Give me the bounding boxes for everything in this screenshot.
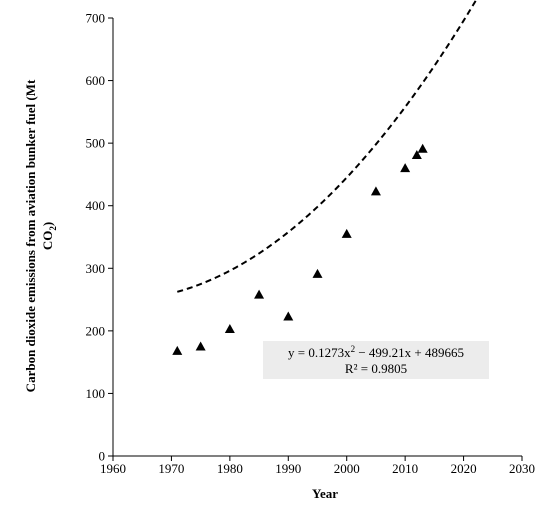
equation-background <box>263 341 489 379</box>
x-tick-label: 1990 <box>275 461 301 476</box>
y-axis-title: Carbon dioxide emissions from aviation b… <box>23 79 58 392</box>
data-point <box>224 323 235 333</box>
y-tick-label: 500 <box>86 136 106 151</box>
y-axis-ticks: 0 100 200 300 400 500 600 700 <box>86 11 113 464</box>
data-point <box>312 268 323 278</box>
data-point <box>283 311 294 321</box>
y-tick-label: 200 <box>86 323 106 338</box>
axes <box>112 18 522 457</box>
x-axis-title: Year <box>312 486 338 501</box>
data-point <box>411 150 422 160</box>
x-tick-label: 1960 <box>100 461 126 476</box>
trendline-equation: y = 0.1273x2 − 499.21x + 489665 <box>288 344 464 360</box>
data-point <box>400 163 411 173</box>
data-point <box>254 289 265 299</box>
data-point <box>341 228 352 238</box>
x-axis-ticks: 1960 1970 1980 1990 2000 2010 2020 2030 <box>100 456 535 476</box>
data-point <box>417 143 428 153</box>
trendline <box>176 0 478 293</box>
x-tick-label: 2030 <box>509 461 535 476</box>
x-tick-label: 1980 <box>217 461 243 476</box>
data-point <box>370 186 381 196</box>
y-tick-label: 0 <box>99 449 106 464</box>
x-tick-label: 2010 <box>392 461 418 476</box>
y-tick-label: 700 <box>86 11 106 26</box>
trendline-equation-box: y = 0.1273x2 − 499.21x + 489665 R² = 0.9… <box>263 341 489 379</box>
y-tick-label: 400 <box>86 198 106 213</box>
data-point <box>195 341 206 351</box>
y-axis-title-line2: CO2) <box>40 222 58 250</box>
y-tick-label: 600 <box>86 73 106 88</box>
x-tick-label: 1970 <box>158 461 184 476</box>
r-squared-label: R² = 0.9805 <box>345 361 407 376</box>
x-tick-label: 2000 <box>334 461 360 476</box>
y-axis-title-line1: Carbon dioxide emissions from aviation b… <box>23 79 38 392</box>
data-points <box>172 143 428 355</box>
y-tick-label: 100 <box>86 386 106 401</box>
data-point <box>172 345 183 355</box>
x-tick-label: 2020 <box>451 461 477 476</box>
y-tick-label: 300 <box>86 261 106 276</box>
